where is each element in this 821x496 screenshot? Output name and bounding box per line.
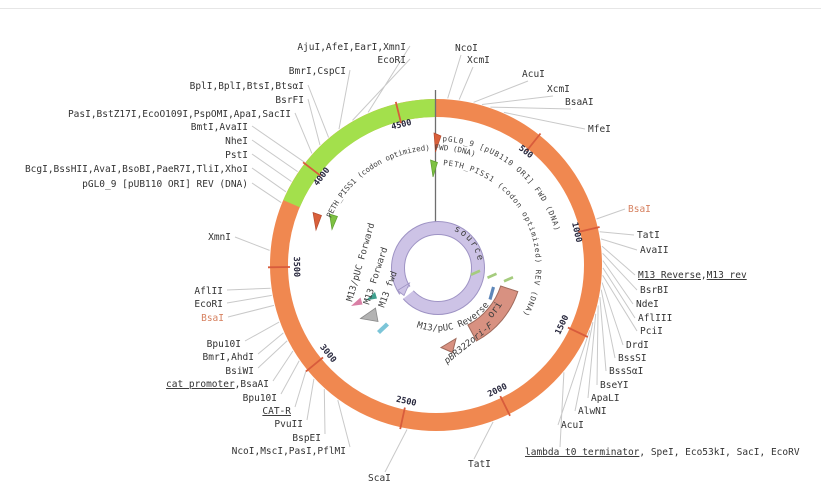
site-label-cat-r[interactable]: CAT-R — [262, 406, 291, 417]
site-label-bpu10i-1[interactable]: Bpu10I — [207, 339, 241, 350]
primer-arrow-pink-icon[interactable] — [351, 297, 363, 307]
site-label-ecori-top[interactable]: EcoRI — [377, 55, 406, 66]
source-ring-gap — [396, 284, 417, 301]
site-label-ecori-left[interactable]: EcoRI — [194, 299, 223, 310]
site-label-bpli[interactable]: BplI,BplI,BtsI,BtsαI — [190, 81, 304, 92]
primer-dash-green-2-icon[interactable] — [487, 272, 497, 280]
site-label-bsssi[interactable]: BssSI — [618, 353, 647, 364]
site-label-bsssai[interactable]: BssSαI — [609, 366, 643, 377]
primer-arrow-teal-icon[interactable] — [365, 292, 378, 301]
site-label-nhei[interactable]: NheI — [225, 136, 248, 147]
tick-label-2500: 2500 — [395, 395, 417, 409]
site-label-xcmi-2[interactable]: XcmI — [547, 84, 570, 95]
primer-dash-green-3-icon[interactable] — [503, 276, 514, 283]
source-arrowhead-icon — [396, 281, 411, 297]
site-label-xmni-left[interactable]: XmnI — [208, 232, 231, 243]
ori-arrowhead-icon — [439, 337, 457, 354]
site-label-pvuii[interactable]: PvuII — [274, 419, 303, 430]
site-label-bsiwi[interactable]: BsiWI — [225, 366, 254, 377]
flag-green-top-icon[interactable] — [430, 159, 438, 178]
site-label-ajui[interactable]: AjuI,AfeI,EarI,XmnI — [297, 42, 406, 53]
flag-red-left-icon[interactable] — [312, 211, 322, 232]
flag-red-top-icon[interactable] — [433, 132, 442, 153]
flag-green-left-icon[interactable] — [329, 213, 338, 231]
site-label-xcmi-1[interactable]: XcmI — [467, 55, 490, 66]
tick-label-1000: 1000 — [569, 221, 583, 243]
site-label-apali[interactable]: ApaLI — [591, 393, 620, 404]
source-feature-ring[interactable] — [391, 221, 485, 315]
site-label-ndei[interactable]: NdeI — [636, 299, 659, 310]
site-label-bsrfi[interactable]: BsrFI — [275, 95, 304, 106]
tick-label-4500: 4500 — [390, 118, 412, 133]
site-label-avaii-right[interactable]: AvaII — [640, 245, 669, 256]
tick-marks — [267, 101, 600, 430]
feature-peth-fwd[interactable]: PETH_PISS1 (codon optimized) FWD (DNA) — [325, 143, 477, 219]
green-feature-arc[interactable] — [283, 99, 437, 208]
site-label-aflii[interactable]: AflII — [194, 286, 223, 297]
site-label-tati-bottom[interactable]: TatI — [468, 459, 491, 470]
feature-source-label[interactable]: source — [452, 224, 485, 262]
site-label-bmri-cspci[interactable]: BmrI,CspCI — [289, 66, 346, 77]
source-ring-inner-outline — [404, 234, 472, 302]
leader-lines — [226, 45, 638, 473]
site-label-acui-top[interactable]: AcuI — [522, 69, 545, 80]
site-label-bcgi-xhoi[interactable]: BcgI,BssHII,AvaI,BsoBI,PaeR7I,TliI,XhoI — [25, 164, 248, 175]
site-label-bseyi[interactable]: BseYI — [600, 380, 629, 391]
tick-label-3500: 3500 — [291, 257, 301, 278]
site-label-acui-right[interactable]: AcuI — [561, 420, 584, 431]
site-label-afliii[interactable]: AflIII — [638, 313, 672, 324]
site-label-mfei[interactable]: MfeI — [588, 124, 611, 135]
source-ring-outer-outline — [391, 221, 485, 315]
primer-dash-green-1-icon[interactable] — [470, 269, 481, 277]
site-label-bmti-avaii[interactable]: BmtI,AvaII — [191, 122, 248, 133]
site-label-scai[interactable]: ScaI — [368, 473, 391, 484]
site-label-cat-promoter[interactable]: cat promoter,BsaAI — [166, 379, 269, 390]
site-label-ncoi-top[interactable]: NcoI — [455, 43, 478, 54]
site-label-drdi[interactable]: DrdI — [626, 340, 649, 351]
site-label-pasi-sacii[interactable]: PasI,BstZ17I,EcoO109I,PspOMI,ApaI,SacII — [68, 109, 291, 120]
site-label-bsaai[interactable]: BsaAI — [565, 97, 594, 108]
site-label-bspei[interactable]: BspEI — [292, 433, 321, 444]
site-label-m13-reverse[interactable]: M13 Reverse,M13 rev — [638, 270, 747, 281]
site-label-tati-right[interactable]: TatI — [637, 230, 660, 241]
primer-arrow-gray-icon[interactable] — [359, 307, 379, 322]
site-label-ncoi-pflmi[interactable]: NcoI,MscI,PasI,PflMI — [232, 446, 346, 457]
ori-feature-arc[interactable] — [467, 285, 519, 342]
site-label-bsrbi[interactable]: BsrBI — [640, 285, 669, 296]
site-label-bsai-left[interactable]: BsaI — [201, 313, 224, 324]
site-label-lambda-t0[interactable]: lambda t0 terminator, SpeI, Eco53kI, Sac… — [525, 447, 800, 458]
site-label-bsai-right[interactable]: BsaI — [628, 204, 651, 215]
site-label-psti[interactable]: PstI — [225, 150, 248, 161]
site-label-alwni[interactable]: AlwNI — [578, 406, 607, 417]
primer-arrow-cyan-icon[interactable] — [377, 322, 389, 335]
site-label-bmri-ahdi[interactable]: BmrI,AhdI — [203, 352, 254, 363]
site-label-pgl-rev[interactable]: pGL0_9 [pUB110 ORI] REV (DNA) — [82, 179, 248, 190]
site-label-pcii[interactable]: PciI — [640, 326, 663, 337]
primer-dash-blue-icon[interactable] — [488, 286, 496, 301]
site-label-bpu10i-2[interactable]: Bpu10I — [243, 393, 277, 404]
